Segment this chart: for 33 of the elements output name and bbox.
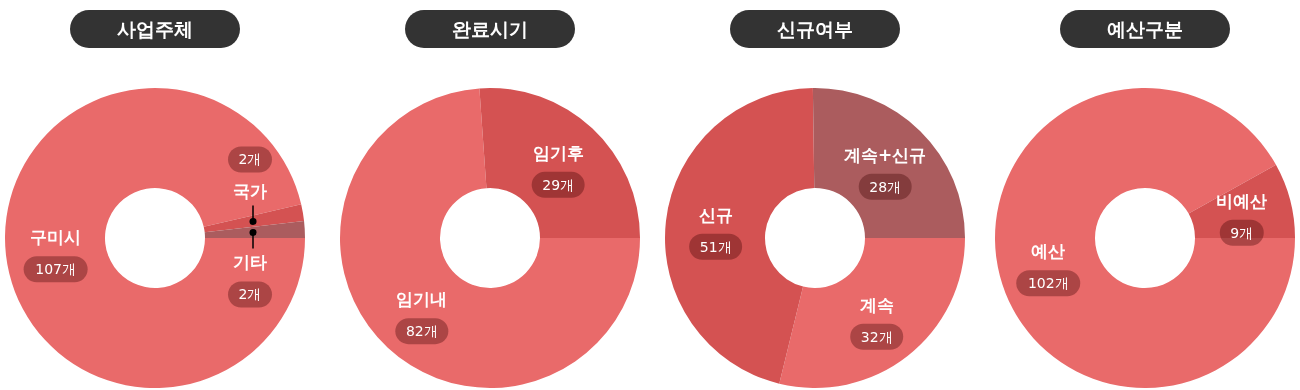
chart-title: 완료시기 [452,18,528,40]
data-label: 29개 [542,176,575,193]
chart-title: 사업주체 [117,18,193,40]
data-label: 2개 [238,286,262,303]
donut-slice [5,88,305,388]
slice-label: 국가 [233,181,267,202]
slice-label: 예산 [1031,241,1066,262]
slice-label: 계속 [859,294,894,315]
donut-slice [340,88,640,388]
slice-label: 신규 [698,204,733,225]
donut-slice [204,221,305,238]
data-label: 51개 [699,238,732,255]
donut-slice [203,204,305,233]
slice-label: 기타 [233,252,267,273]
donut-slice [812,88,965,238]
donut-slice [995,88,1295,388]
slice-label: 계속+신규 [844,144,927,165]
data-label: 28개 [869,178,902,195]
slice-label: 비예산 [1216,190,1268,211]
chart-title: 신규여부 [777,18,853,40]
data-label: 82개 [405,323,438,340]
data-label: 102개 [1027,275,1069,292]
data-label: 2개 [238,151,262,168]
slice-label: 구미시 [30,227,82,248]
donut-slice [479,88,640,238]
chart-title: 예산구분 [1107,18,1183,40]
slice-label: 임기내 [396,289,448,310]
data-label: 32개 [860,328,893,345]
data-label: 9개 [1230,224,1254,241]
slice-label: 임기후 [532,142,584,163]
donut-slice [665,88,815,384]
data-label: 107개 [35,261,77,278]
donut-slice [779,238,965,388]
